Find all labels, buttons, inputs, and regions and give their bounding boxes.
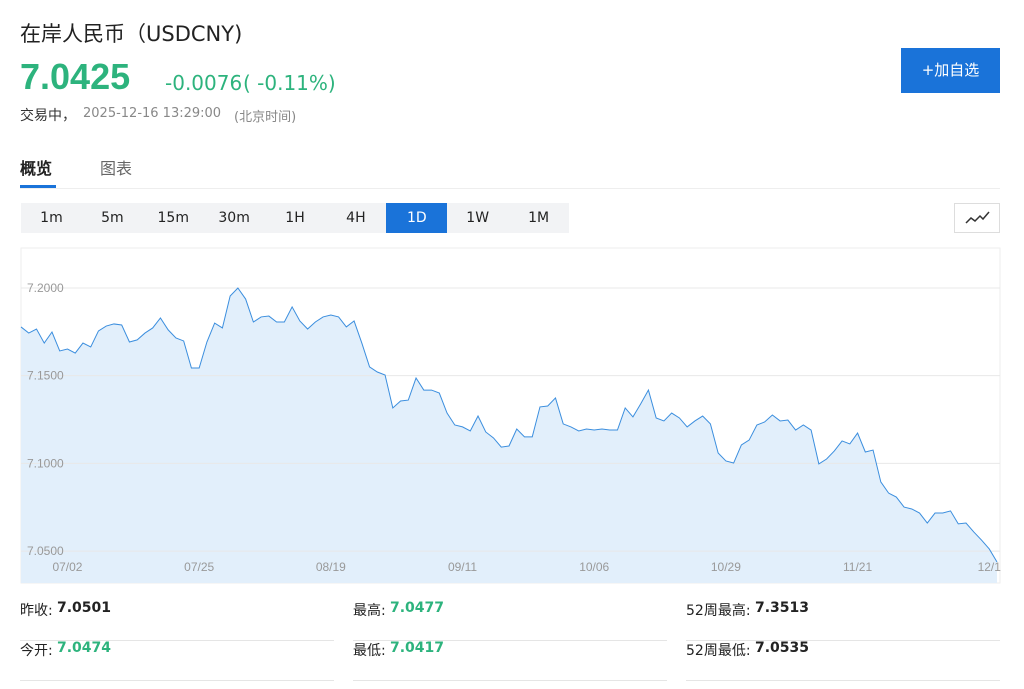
y-tick-label: 7.1500 [27, 369, 64, 383]
range-button[interactable]: 30m [218, 210, 250, 226]
chart-icon [965, 211, 990, 224]
stat-label: 52周最高: [686, 603, 751, 619]
x-tick-label: 12/1 [978, 560, 1002, 574]
stat-value: 7.3513 [755, 600, 810, 616]
range-button[interactable]: 4H [346, 210, 366, 226]
stat-cell: 今开: 7.0474 [20, 640, 334, 681]
stat-cell: 52周最高: 7.3513 [686, 600, 1000, 641]
area-fill [21, 287, 997, 583]
range-button[interactable]: 15m [157, 210, 189, 226]
x-tick-label: 07/02 [52, 560, 82, 574]
range-button[interactable]: 1H [285, 210, 305, 226]
time: 2025-12-16 13:29:00 [83, 106, 222, 121]
x-tick-label: 08/19 [316, 560, 346, 574]
tab[interactable]: 图表 [100, 159, 133, 178]
range-button[interactable]: 1W [466, 210, 490, 226]
add-watchlist-button[interactable]: +加自选 [901, 48, 1000, 93]
tab-indicator [20, 185, 56, 188]
stat-cell: 昨收: 7.0501 [20, 600, 334, 641]
stat-cell: 最高: 7.0477 [353, 600, 667, 641]
timezone: (北京时间) [234, 110, 297, 125]
range-button[interactable]: 1M [528, 210, 550, 226]
stat-value: 7.0417 [390, 640, 445, 656]
x-tick-label: 11/21 [843, 560, 872, 574]
divider [20, 188, 1000, 189]
range-button[interactable]: 1m [40, 210, 63, 226]
range-button[interactable]: 5m [101, 210, 124, 226]
stat-label: 昨收: [20, 603, 53, 619]
range-button[interactable]: 1D [386, 203, 448, 233]
change: -0.0076 [165, 71, 243, 95]
stat-value: 7.0501 [57, 600, 112, 616]
stat-label: 52周最低: [686, 643, 751, 659]
stat-label: 最低: [353, 643, 386, 659]
stat-label: 最高: [353, 603, 386, 619]
stat-value: 7.0477 [390, 600, 445, 616]
x-tick-label: 07/25 [184, 560, 214, 574]
range-bar: 1m 5m 15m 30m 1H 4H 1D 1W 1M [21, 203, 569, 233]
stats: 昨收: 7.0501 最高: 7.0477 52周最高: 7.3513 今开: 7.0474 最… [20, 600, 1000, 681]
x-tick-label: 09/11 [448, 560, 477, 574]
price: 7.0425 [20, 56, 131, 97]
price-line [20, 287, 998, 563]
title: 在岸人民币（USDCNY) [20, 22, 243, 46]
y-tick-label: 7.2000 [27, 281, 64, 295]
stat-cell: 最低: 7.0417 [353, 640, 667, 681]
stat-cell: 52周最低: 7.0535 [686, 640, 1000, 681]
y-tick-label: 7.0500 [27, 544, 64, 558]
x-tick-label: 10/06 [579, 560, 609, 574]
change-percent: ( -0.11%) [243, 71, 336, 95]
stat-label: 今开: [20, 643, 53, 659]
x-tick-label: 10/29 [711, 560, 741, 574]
stat-value: 7.0535 [755, 640, 810, 656]
chart-style-button[interactable] [954, 203, 1000, 233]
stat-value: 7.0474 [57, 640, 112, 656]
status: 交易中， [20, 108, 76, 124]
y-tick-label: 7.1000 [27, 456, 64, 470]
tab[interactable]: 概览 [20, 159, 53, 178]
